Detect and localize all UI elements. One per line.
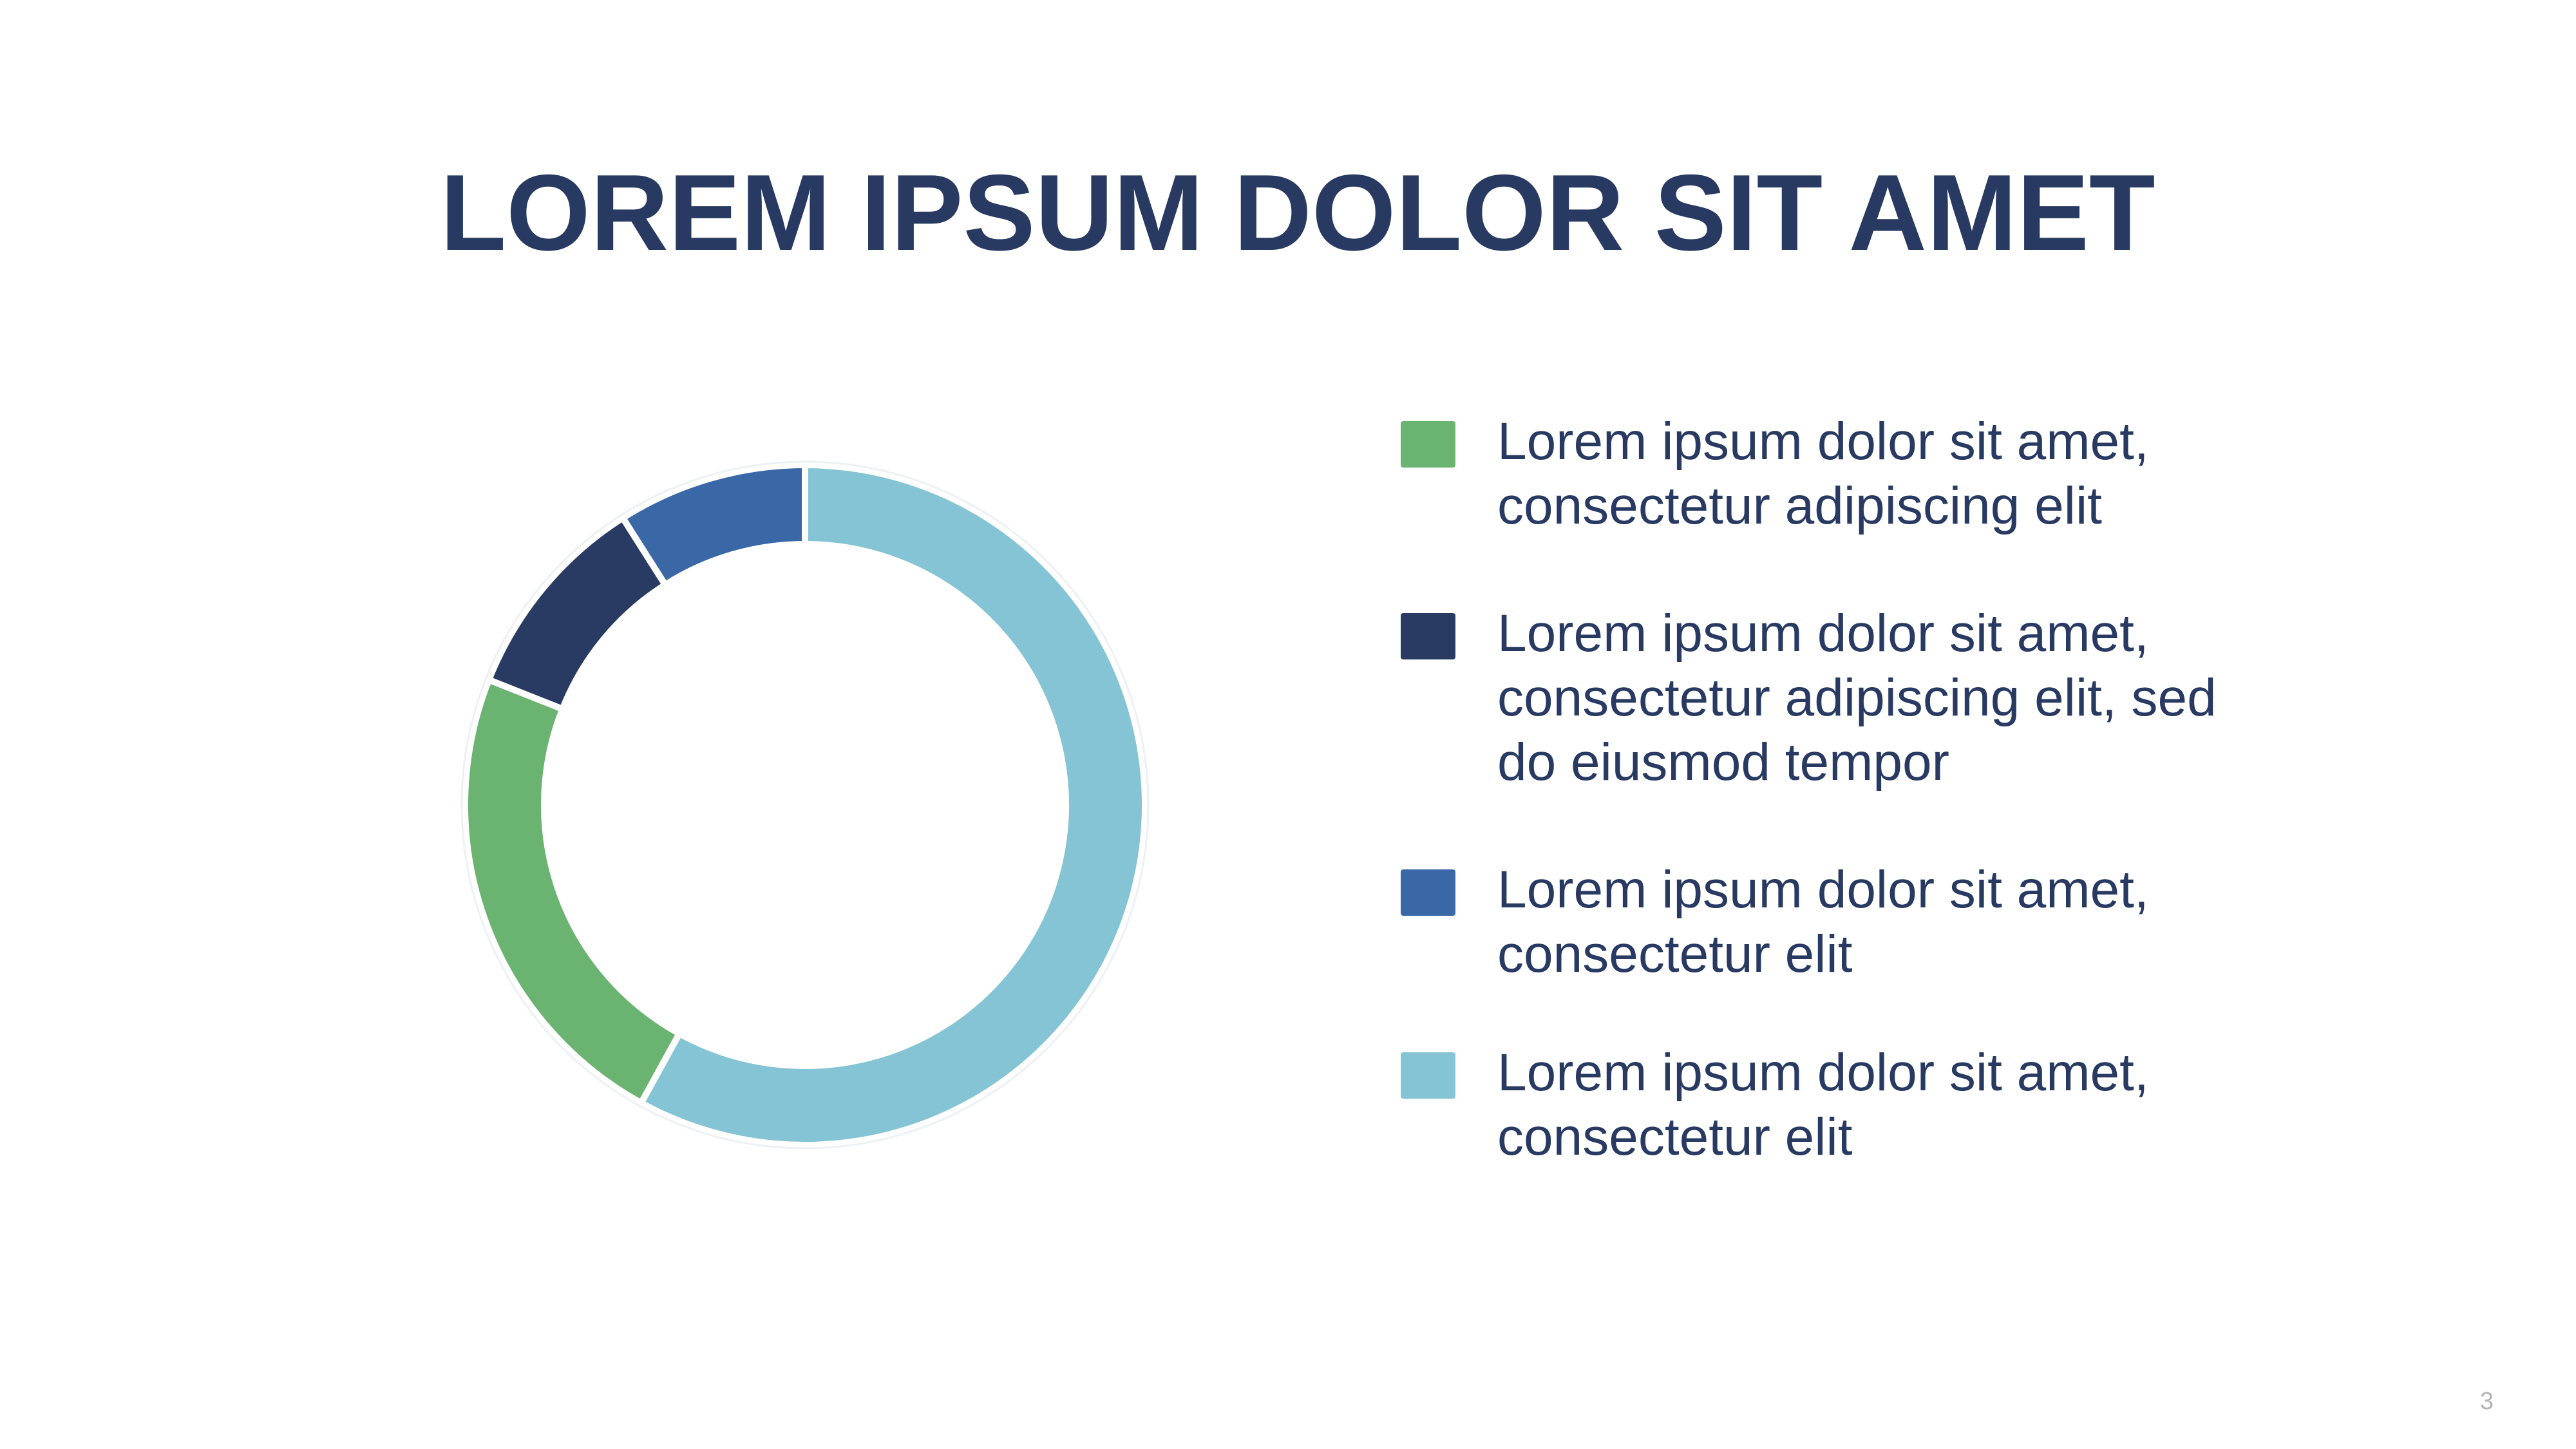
donut-slice [462, 676, 684, 1108]
donut-slice [618, 461, 808, 589]
legend-label-line: consectetur adipiscing elit, sed [1497, 668, 2217, 727]
legend-label: Lorem ipsum dolor sit amet, consectetur … [1497, 410, 2302, 538]
legend-label: Lorem ipsum dolor sit amet, consectetur … [1497, 1041, 2302, 1170]
legend-label: Lorem ipsum dolor sit amet, consectetur … [1497, 858, 2302, 987]
legend-label-line: consectetur elit [1497, 1108, 1853, 1166]
legend-swatch [1401, 1052, 1455, 1099]
slide-title: LOREM IPSUM DOLOR SIT AMET [440, 152, 2155, 273]
legend-label: Lorem ipsum dolor sit amet, consectetur … [1497, 601, 2302, 795]
donut-slice [636, 461, 1148, 1148]
legend-swatch [1401, 421, 1455, 468]
legend-swatch [1401, 869, 1455, 916]
legend-label-line: consectetur adipiscing elit [1497, 477, 2102, 535]
legend-label-line: Lorem ipsum dolor sit amet, [1497, 1043, 2149, 1102]
legend-label-line: Lorem ipsum dolor sit amet, [1497, 860, 2149, 919]
donut-outline [460, 460, 1150, 1150]
legend-swatch [1401, 613, 1455, 659]
legend-label-line: consectetur elit [1497, 925, 1853, 983]
page-number: 3 [2479, 1388, 2494, 1415]
legend-label-line: do eiusmod tempor [1497, 733, 1949, 791]
legend-label-line: Lorem ipsum dolor sit amet, [1497, 412, 2149, 471]
legend-label-line: Lorem ipsum dolor sit amet, [1497, 604, 2149, 663]
